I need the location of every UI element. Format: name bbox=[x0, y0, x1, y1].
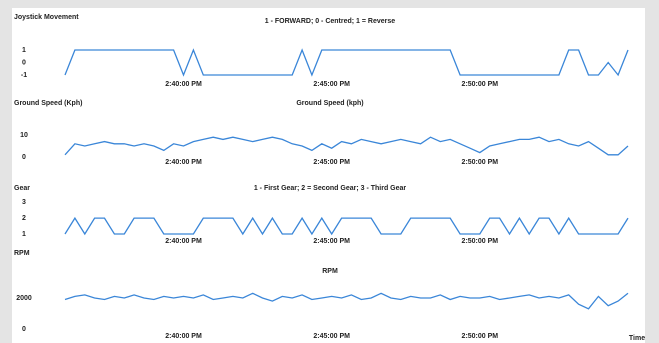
series-line bbox=[64, 292, 629, 310]
chart-title: Ground Speed (kph) bbox=[296, 100, 363, 107]
x-tick-label: 2:45:00 PM bbox=[313, 333, 350, 340]
chart-title: 1 - First Gear; 2 = Second Gear; 3 - Thi… bbox=[254, 185, 407, 192]
series-line bbox=[64, 48, 629, 77]
x-tick-label: 2:45:00 PM bbox=[313, 238, 350, 245]
y-tick-label: 0 bbox=[22, 154, 26, 161]
series-line bbox=[64, 136, 629, 156]
x-tick-label: 2:40:00 PM bbox=[165, 333, 202, 340]
chart-title: RPM bbox=[322, 268, 338, 275]
y-tick-label: 3 bbox=[22, 199, 26, 206]
x-tick-label: 2:45:00 PM bbox=[313, 159, 350, 166]
x-tick-label: 2:50:00 PM bbox=[462, 238, 499, 245]
x-tick-label: 2:50:00 PM bbox=[462, 159, 499, 166]
y-tick-label: 0 bbox=[22, 59, 26, 66]
y-tick-label: 1 bbox=[22, 231, 26, 238]
chart-title: 1 - FORWARD; 0 - Centred; 1 = Reverse bbox=[265, 18, 395, 25]
y-tick-label: 10 bbox=[20, 132, 28, 139]
y-axis-label: Gear bbox=[14, 185, 30, 192]
y-tick-label: 2 bbox=[22, 215, 26, 222]
y-axis-label: Joystick Movement bbox=[14, 14, 79, 21]
panel-background bbox=[12, 8, 645, 343]
x-tick-label: 2:50:00 PM bbox=[462, 333, 499, 340]
x-tick-label: 2:40:00 PM bbox=[165, 238, 202, 245]
y-tick-label: -1 bbox=[21, 72, 27, 79]
y-axis-label: RPM bbox=[14, 250, 30, 257]
x-tick-label: 2:40:00 PM bbox=[165, 159, 202, 166]
x-axis-label: Time bbox=[629, 335, 645, 342]
y-tick-label: 0 bbox=[22, 326, 26, 333]
x-tick-label: 2:45:00 PM bbox=[313, 81, 350, 88]
y-tick-label: 2000 bbox=[16, 295, 32, 302]
x-tick-label: 2:50:00 PM bbox=[462, 81, 499, 88]
y-axis-label: Ground Speed (Kph) bbox=[14, 100, 82, 107]
y-tick-label: 1 bbox=[22, 47, 26, 54]
series-line bbox=[64, 216, 629, 236]
x-tick-label: 2:40:00 PM bbox=[165, 81, 202, 88]
